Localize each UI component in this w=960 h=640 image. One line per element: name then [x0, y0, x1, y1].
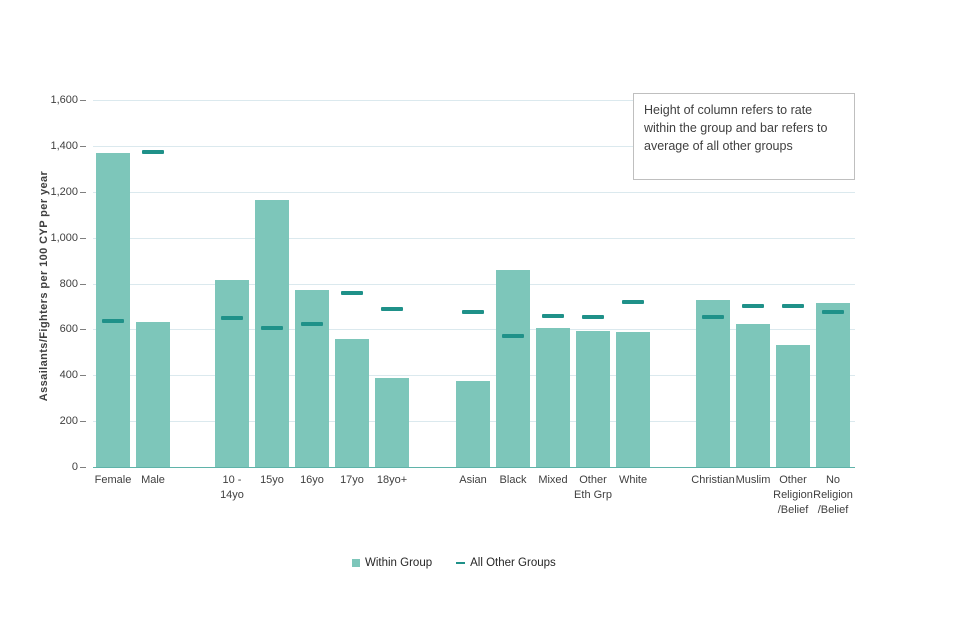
all-other-groups-marker: [822, 310, 844, 315]
y-tick-label: 1,000: [50, 231, 78, 244]
y-tick-mark: [80, 237, 86, 239]
within-group-bar: [616, 331, 650, 467]
within-group-bar: [736, 323, 770, 467]
within-group-bar: [375, 377, 409, 467]
x-axis-line: [93, 467, 855, 468]
x-category-label: Black: [499, 474, 527, 486]
y-gridline: [93, 100, 855, 101]
x-category-label: Other Eth Grp: [574, 474, 612, 501]
within-group-bar: [536, 328, 570, 467]
within-group-bar: [255, 199, 289, 467]
y-gridline: [93, 145, 855, 147]
y-tick-mark: [80, 191, 86, 193]
within-group-bar: [295, 290, 329, 467]
x-category-label: 15yo: [260, 474, 284, 486]
within-group-bar: [456, 380, 490, 467]
all-other-groups-marker: [542, 313, 564, 318]
x-category-label: 17yo: [340, 474, 364, 486]
all-other-groups-marker: [301, 321, 323, 326]
x-category-label: White: [618, 474, 648, 486]
y-gridline: [93, 283, 855, 285]
all-other-groups-marker: [742, 304, 764, 309]
y-tick-mark: [80, 467, 86, 468]
y-gridline: [93, 329, 855, 331]
y-gridline: [93, 237, 855, 239]
all-other-groups-marker: [582, 314, 604, 319]
y-tick-mark: [80, 100, 86, 101]
y-tick-label: 1,600: [50, 94, 78, 106]
x-category-label: Muslim: [735, 474, 771, 486]
x-category-label: 10 -14yo: [220, 474, 244, 501]
y-tick-label: 1,400: [50, 139, 78, 152]
y-tick-mark: [80, 283, 86, 285]
all-other-groups-dash-icon: [456, 562, 466, 564]
y-gridline: [93, 191, 855, 193]
x-category-label: Female: [94, 474, 132, 486]
x-category-label: 18yo+: [376, 474, 408, 486]
x-category-label: Asian: [459, 474, 487, 486]
y-tick-label: 0: [71, 461, 78, 473]
all-other-groups-marker: [341, 290, 363, 295]
all-other-groups-marker: [102, 319, 124, 324]
annotation-box: Height of column refers to rate within t…: [633, 93, 855, 180]
y-tick-mark: [80, 375, 86, 377]
legend: Within Group All Other Groups: [352, 557, 556, 569]
y-tick-mark: [80, 421, 86, 423]
all-other-groups-marker: [142, 149, 164, 154]
all-other-groups-marker: [261, 326, 283, 331]
all-other-groups-marker: [462, 310, 484, 315]
all-other-groups-marker: [782, 304, 804, 309]
y-tick-label: 800: [59, 277, 78, 290]
within-group-bar: [576, 330, 610, 467]
legend-label-all-other-groups: All Other Groups: [470, 557, 556, 569]
all-other-groups-marker: [502, 334, 524, 339]
x-category-label: No Religion/Belief: [813, 474, 853, 516]
y-tick-mark: [80, 145, 86, 147]
within-group-bar: [816, 302, 850, 467]
x-category-label: Other Religion/Belief: [773, 474, 813, 516]
x-category-label: Male: [141, 474, 165, 486]
within-group-bar: [496, 269, 530, 467]
all-other-groups-marker: [381, 306, 403, 311]
y-tick-label: 400: [59, 369, 78, 382]
legend-label-within-group: Within Group: [365, 557, 433, 569]
y-tick-label: 1,200: [50, 185, 78, 198]
within-group-bar: [96, 152, 130, 467]
y-tick-mark: [80, 329, 86, 331]
x-category-label: 16yo: [300, 474, 324, 486]
within-group-bar: [696, 299, 730, 467]
within-group-bar: [335, 338, 369, 467]
all-other-groups-marker: [702, 314, 724, 319]
within-group-bar: [136, 322, 170, 467]
within-group-swatch-icon: [352, 559, 360, 567]
within-group-bar: [776, 345, 810, 467]
all-other-groups-marker: [622, 299, 644, 304]
all-other-groups-marker: [221, 315, 243, 320]
within-group-bar: [215, 280, 249, 467]
x-category-label: Mixed: [538, 474, 568, 486]
y-tick-label: 600: [59, 323, 78, 336]
x-category-label: Christian: [691, 474, 735, 486]
y-tick-label: 200: [59, 415, 78, 428]
y-gridline: [93, 375, 855, 377]
